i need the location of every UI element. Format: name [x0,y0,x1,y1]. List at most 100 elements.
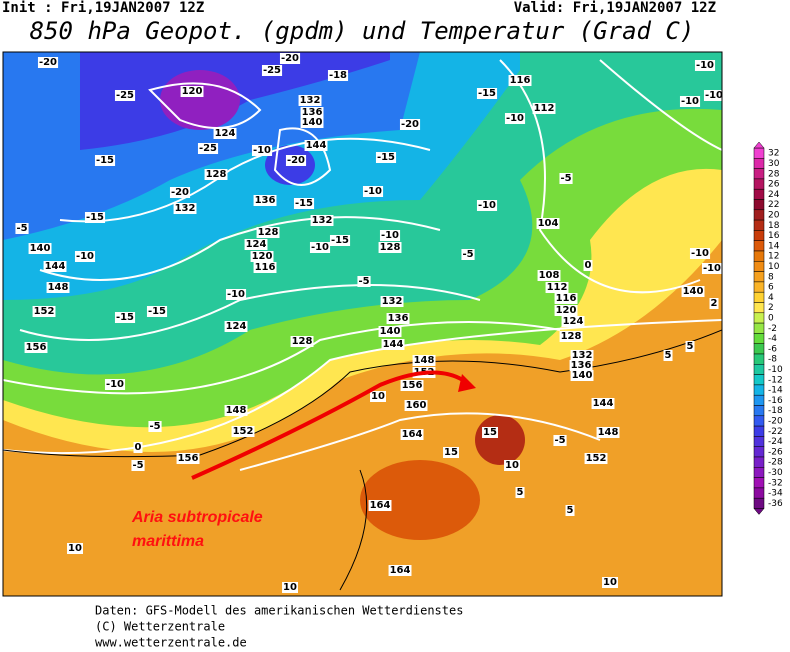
contour-label: 116 [510,75,531,86]
label-bg [173,203,197,214]
contour-label: -20 [281,53,299,64]
contour-label: 124 [226,321,247,332]
contour-label: -10 [705,90,723,101]
legend-swatch [753,230,765,241]
contour-label: -5 [132,460,143,471]
legend-label: -32 [768,478,783,488]
label-bg [583,260,593,271]
contour-label: -10 [691,248,709,259]
contour-label: 132 [300,95,321,106]
legend-label: 12 [768,252,779,262]
legend-label: -6 [768,344,777,354]
contour-label: 112 [547,282,568,293]
contour-label: 156 [178,453,199,464]
contour-label: 2 [711,298,718,309]
contour-label: 15 [444,447,458,458]
contour-label: -10 [311,242,329,253]
legend-label: -24 [768,437,783,447]
label-bg [381,339,405,350]
contour-label: 0 [585,260,592,271]
label-bg [309,242,331,253]
label-bg [570,370,594,381]
annotation: Aria subtropicale [131,509,263,526]
contour-label: 140 [302,117,323,128]
map: -20-25 120-25-20-18132136140144-20-10124-… [3,52,723,596]
label-bg [602,577,618,588]
footer-line: Daten: GFS-Modell des amerikanischen Wet… [95,604,463,618]
legend-swatch [753,374,765,386]
label-bg [504,460,520,471]
contour-label: 140 [380,326,401,337]
legend-swatch [753,271,765,283]
contour-label: 10 [505,460,519,471]
label-bg [591,398,615,409]
label-bg [224,321,248,332]
legend-label: -10 [768,365,783,375]
label-bg [300,117,324,128]
contour-label: 120 [182,86,203,97]
map-title: 850 hPa Geopot. (gpdm) und Temperatur (G… [30,17,695,45]
contour-label: -15 [295,198,313,209]
contour-label: -15 [96,155,114,166]
contour-label: -5 [16,223,27,234]
label-bg [213,128,237,139]
contour-label: -5 [554,435,565,446]
label-bg [300,107,324,118]
label-bg [24,342,48,353]
legend-label: 2 [768,303,774,313]
contour-label: -10 [227,289,245,300]
legend-swatch [753,240,765,252]
contour-label: 10 [283,582,297,593]
label-bg [515,487,525,498]
legend-swatch [753,188,765,200]
label-bg [84,212,106,223]
label-bg [461,249,475,260]
label-bg [694,60,716,71]
label-bg [565,505,575,516]
legend-label: -2 [768,324,777,334]
legend-label: 22 [768,200,779,210]
label-bg [298,95,322,106]
label-bg [253,262,277,273]
contour-label: 128 [380,242,401,253]
label-bg [375,152,397,163]
map-frame [2,51,723,597]
label-bg [362,186,384,197]
label-bg [663,350,673,361]
legend-swatch [753,446,765,458]
label-bg [553,435,567,446]
legend-swatch [753,199,765,211]
legend-label: -18 [768,406,783,416]
label-bg [536,218,560,229]
label-bg [204,169,228,180]
footer-line: www.wetterzentrale.de [95,636,247,649]
label-bg [28,243,52,254]
legend-label: -4 [768,334,777,344]
contour-label: 124 [563,316,584,327]
contour-label: 136 [255,195,276,206]
contour-label: -10 [506,113,524,124]
label-bg [703,90,722,101]
contour-label: 128 [206,169,227,180]
label-bg [685,341,695,352]
contour-label: 144 [383,339,404,350]
label-bg [399,119,421,130]
label-bg [231,426,255,437]
init-time: Init : Fri,19JAN2007 12Z [2,0,204,16]
legend-swatch [753,168,765,180]
legend-swatch [753,467,765,478]
label-bg [357,276,371,287]
label-bg [37,57,59,68]
label-bg [285,155,307,166]
legend-swatch [753,209,765,221]
label-bg [293,198,315,209]
legend-swatch [753,261,765,272]
contour-label: 5 [517,487,524,498]
legend-label: 6 [768,283,774,293]
label-bg [412,355,436,366]
label-bg [443,447,459,458]
contour-label: 10 [371,391,385,402]
legend-label: -16 [768,396,783,406]
contour-label: 128 [258,227,279,238]
